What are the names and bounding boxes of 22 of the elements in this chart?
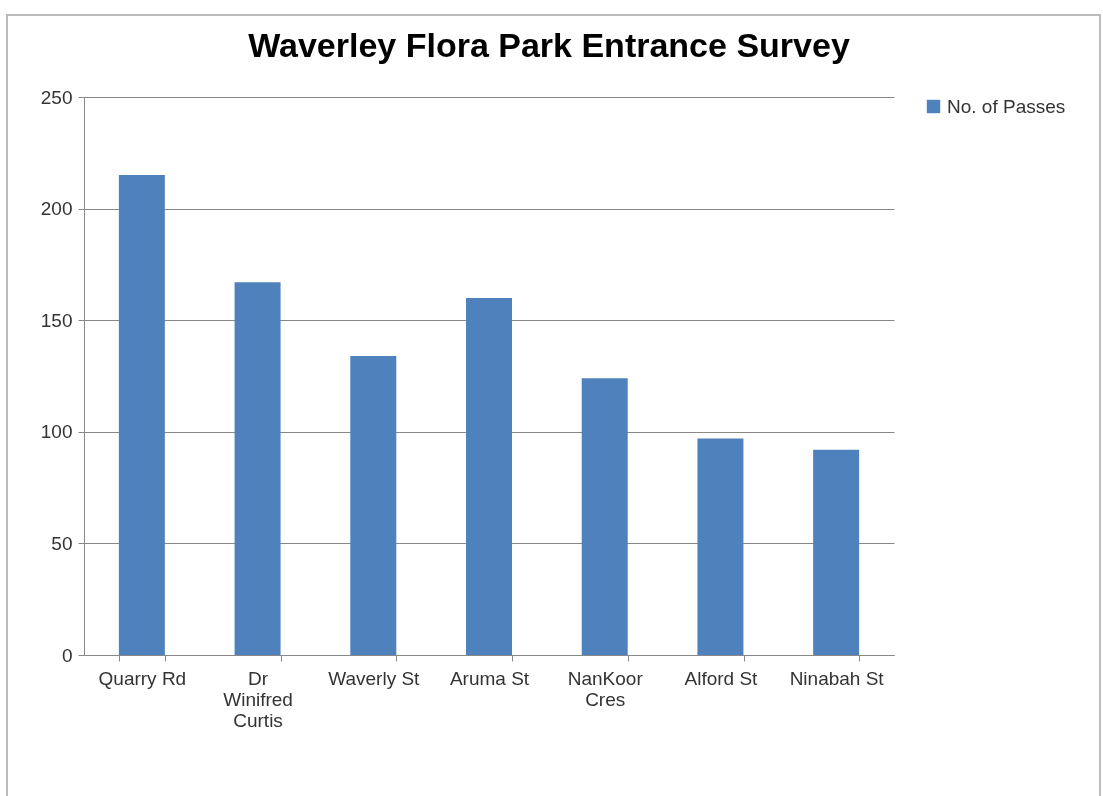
bar bbox=[466, 297, 512, 655]
bar bbox=[697, 438, 744, 655]
y-tick-label: 200 bbox=[40, 198, 73, 220]
x-tick-label: Aruma St bbox=[449, 667, 530, 689]
chart-title: Waverley Flora Park Entrance Survey bbox=[248, 26, 850, 64]
bar bbox=[813, 449, 860, 655]
x-tick-label: Dr Winifred Curtis bbox=[223, 667, 293, 731]
x-tick-label: Waverly St bbox=[328, 667, 421, 689]
y-tick-label: 0 bbox=[61, 644, 73, 666]
x-tick-label: NanKoor Cres bbox=[567, 667, 644, 710]
y-tick-label: 50 bbox=[51, 532, 73, 554]
bar bbox=[118, 175, 165, 655]
x-tick-label: Alford St bbox=[684, 667, 759, 689]
bar bbox=[234, 282, 281, 655]
bar bbox=[350, 355, 397, 655]
x-tick-label: Ninabah St bbox=[789, 667, 885, 689]
bar bbox=[581, 378, 628, 655]
x-tick-label: Quarry Rd bbox=[98, 667, 187, 689]
y-tick-label: 150 bbox=[40, 309, 73, 331]
legend-label: No. of Passes bbox=[947, 95, 1066, 117]
y-tick-label: 250 bbox=[40, 86, 73, 108]
y-tick-label: 100 bbox=[40, 421, 73, 443]
